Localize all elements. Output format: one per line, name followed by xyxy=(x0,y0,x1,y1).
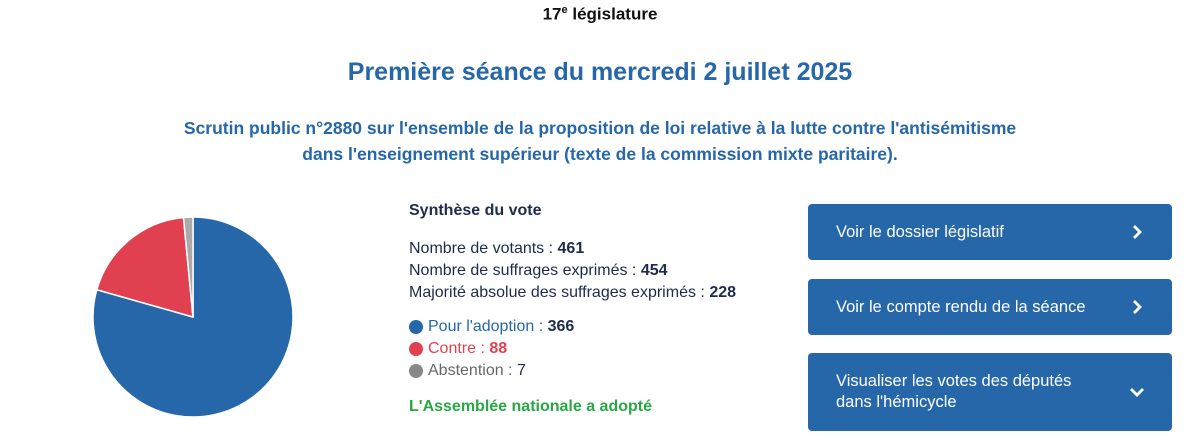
pie-slice-abstention xyxy=(182,216,194,318)
pour-label: Pour l'adoption : xyxy=(428,318,544,335)
scrutin-line-1: Scrutin public n°2880 sur l'ensemble de … xyxy=(183,118,1017,138)
legend-abstention: Abstention : 7 xyxy=(409,360,789,382)
majorite-value: 228 xyxy=(709,284,737,301)
legend-pour: Pour l'adoption : 366 xyxy=(409,316,789,338)
synthesis-title: Synthèse du vote xyxy=(409,202,542,219)
majorite-row: Majorité absolue des suffrages exprimés … xyxy=(409,282,789,304)
legislature-text: législature xyxy=(572,4,658,24)
dossier-button-label: Voir le dossier législatif xyxy=(836,222,1004,241)
exprimes-value: 454 xyxy=(640,262,668,279)
contre-label: Contre : xyxy=(428,340,485,357)
exprimes-label: Nombre de suffrages exprimés : xyxy=(409,262,637,279)
hemicycle-label-line-2: dans l'hémicycle xyxy=(836,393,957,411)
exprimes-row: Nombre de suffrages exprimés : 454 xyxy=(409,260,789,282)
votants-row: Nombre de votants : 461 xyxy=(409,238,789,260)
scrutin-line-2: dans l'enseignement supérieur (texte de … xyxy=(302,144,898,164)
abstention-label: Abstention : xyxy=(428,362,513,379)
chevron-down-icon xyxy=(1130,385,1144,399)
contre-dot-icon xyxy=(409,342,423,356)
vote-result: L'Assemblée nationale a adopté xyxy=(409,398,652,415)
legend-contre: Contre : 88 xyxy=(409,338,789,360)
contre-value: 88 xyxy=(489,340,508,357)
vote-synthesis: Synthèse du vote Nombre de votants : 461… xyxy=(409,202,789,416)
chevron-right-icon xyxy=(1130,300,1144,314)
scrutin-title: Scrutin public n°2880 sur l'ensemble de … xyxy=(0,115,1200,167)
votants-value: 461 xyxy=(557,240,585,257)
legislature-number: 17 xyxy=(542,4,562,24)
seance-title: Première séance du mercredi 2 juillet 20… xyxy=(347,58,853,86)
pour-value: 366 xyxy=(547,318,575,335)
hemicycle-label-line-1: Visualiser les votes des députés xyxy=(836,372,1072,390)
abstention-value: 7 xyxy=(516,362,526,379)
legislature-sup: e xyxy=(561,4,568,16)
hemicycle-votes-button[interactable]: Visualiser les votes des députés dans l'… xyxy=(808,353,1172,431)
pour-dot-icon xyxy=(409,320,423,334)
chevron-right-icon xyxy=(1130,225,1144,239)
hemicycle-button-label: Visualiser les votes des députés dans l'… xyxy=(836,371,1130,413)
pie-slice-contre xyxy=(95,216,194,319)
compte-rendu-button-label: Voir le compte rendu de la séance xyxy=(836,297,1086,316)
dossier-legislatif-button[interactable]: Voir le dossier législatif xyxy=(808,204,1172,260)
abstention-dot-icon xyxy=(409,364,423,378)
vote-legend: Pour l'adoption : 366 Contre : 88 Absten… xyxy=(409,316,789,382)
legislature-heading: 17e législature xyxy=(0,4,1200,25)
vote-pie-chart xyxy=(92,216,294,418)
majorite-label: Majorité absolue des suffrages exprimés … xyxy=(409,284,705,301)
votants-label: Nombre de votants : xyxy=(409,240,554,257)
compte-rendu-button[interactable]: Voir le compte rendu de la séance xyxy=(808,279,1172,335)
